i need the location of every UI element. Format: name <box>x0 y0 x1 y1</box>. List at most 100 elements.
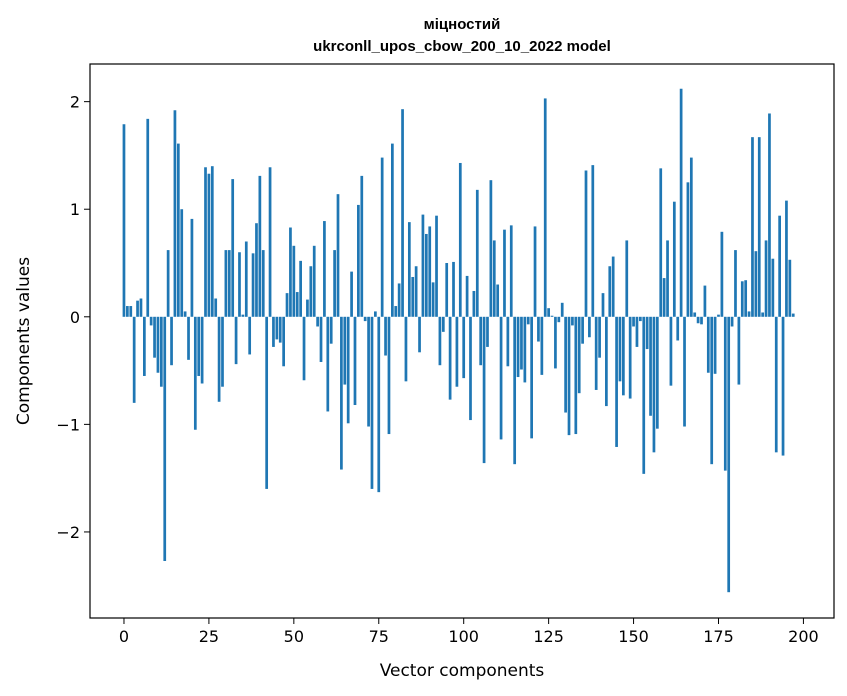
bar <box>574 316 578 435</box>
bar <box>744 280 748 317</box>
bar <box>666 240 669 317</box>
bar <box>384 316 387 356</box>
bar <box>214 298 218 317</box>
bar <box>391 143 394 317</box>
bar <box>418 316 421 353</box>
bar <box>509 225 513 317</box>
bar <box>747 311 751 317</box>
bar <box>258 175 262 317</box>
bar <box>503 229 506 317</box>
bar <box>486 316 489 347</box>
bar <box>455 316 459 387</box>
y-tick-label: −2 <box>56 523 80 542</box>
bar <box>751 137 754 317</box>
bar <box>781 316 785 456</box>
bar <box>363 316 367 322</box>
bar <box>584 170 588 317</box>
bar <box>159 316 163 387</box>
bar <box>200 316 204 384</box>
bar <box>272 316 275 347</box>
y-axis-ticks: −2 −1 0 1 2 <box>56 93 90 542</box>
bar <box>170 316 173 366</box>
x-axis-label: Vector components <box>380 661 545 681</box>
bar <box>319 316 323 362</box>
bar <box>706 316 710 373</box>
bar <box>547 308 550 317</box>
bar <box>655 316 659 429</box>
bar <box>554 316 557 369</box>
bar <box>679 88 683 317</box>
bar <box>343 316 347 385</box>
bar <box>166 250 170 317</box>
bar <box>649 316 652 416</box>
y-tick-label: 2 <box>70 93 80 112</box>
y-axis-label: Components values <box>14 257 34 425</box>
x-tick-label: 125 <box>533 627 564 646</box>
bar <box>513 316 517 465</box>
bar <box>292 245 296 317</box>
bar <box>683 316 686 427</box>
bar <box>591 165 595 317</box>
bar <box>326 316 330 412</box>
bar <box>594 316 598 390</box>
bar <box>149 316 153 326</box>
bar <box>407 222 411 317</box>
bar <box>275 316 279 340</box>
bar <box>618 316 622 382</box>
y-tick-label: 0 <box>70 308 80 327</box>
bar <box>516 316 520 378</box>
bar <box>693 312 697 317</box>
bar <box>598 316 601 358</box>
bar <box>143 316 146 376</box>
bar <box>482 316 486 464</box>
bar <box>761 312 765 317</box>
bar <box>523 316 527 383</box>
bar <box>126 306 129 317</box>
bar <box>357 204 360 317</box>
bar <box>295 292 299 317</box>
bar <box>207 173 211 317</box>
bar <box>530 316 533 439</box>
bar <box>424 233 428 317</box>
bar <box>472 290 476 317</box>
bar <box>564 316 567 413</box>
bar <box>421 214 425 317</box>
bar <box>183 311 187 317</box>
bar <box>248 316 252 355</box>
bar <box>265 316 269 489</box>
bar <box>312 245 316 317</box>
bar <box>526 316 530 325</box>
bar <box>374 311 377 317</box>
bar <box>492 240 496 317</box>
bar <box>428 226 432 317</box>
bar <box>730 316 734 327</box>
bar <box>771 258 775 317</box>
bar <box>289 227 292 317</box>
bar <box>543 98 547 317</box>
bar <box>622 316 625 396</box>
bar <box>387 316 391 435</box>
bar <box>720 231 724 317</box>
bar <box>282 316 285 367</box>
bar <box>689 157 693 317</box>
bar <box>764 240 768 317</box>
bar <box>499 316 503 440</box>
bar <box>452 261 455 317</box>
bar <box>139 298 143 317</box>
x-tick-label: 150 <box>618 627 649 646</box>
bar <box>238 252 241 317</box>
bar <box>577 316 581 394</box>
bar <box>132 316 136 403</box>
bar <box>414 266 418 317</box>
bar <box>227 250 231 317</box>
bar <box>244 241 248 317</box>
bar <box>479 316 483 366</box>
bar <box>791 313 795 317</box>
x-tick-label: 175 <box>703 627 734 646</box>
bar <box>489 180 493 317</box>
bar <box>180 209 184 317</box>
y-tick-label: −1 <box>56 415 80 434</box>
bar <box>757 137 761 317</box>
bar <box>615 316 618 447</box>
